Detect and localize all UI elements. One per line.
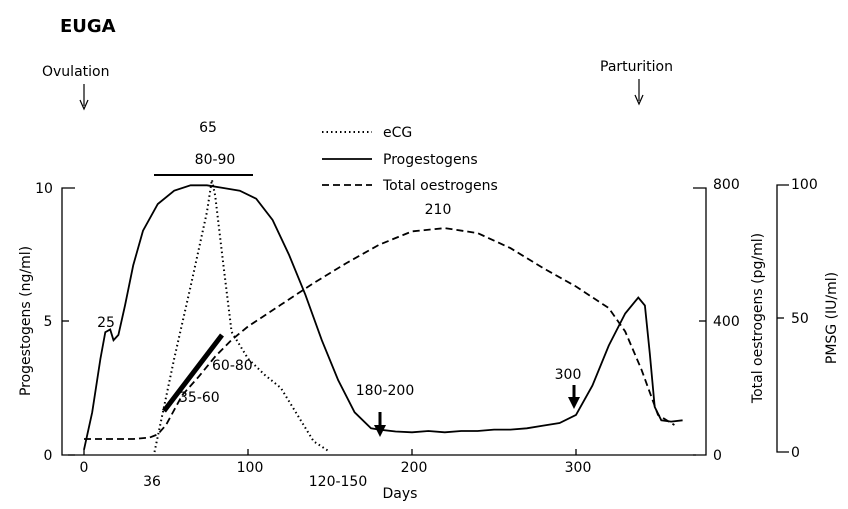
right1-tick-label-800: 800 <box>713 177 740 193</box>
x-tick-label-0: 0 <box>80 460 89 476</box>
annotation-210: 210 <box>425 202 452 218</box>
legend-label-oestrogens: Total oestrogens <box>382 178 498 194</box>
annotation-25: 25 <box>97 315 115 331</box>
annotation-60-80: 60-80 <box>212 358 253 374</box>
chart-title: EUGA <box>60 16 116 37</box>
annotation-parturition: Parturition <box>600 59 673 75</box>
x-tick-label-100: 100 <box>237 460 264 476</box>
annotation-35-60: 35-60 <box>179 390 220 406</box>
right1-y-axis-label: Total oestrogens (pg/ml) <box>750 233 766 404</box>
annotation-300: 300 <box>555 367 582 383</box>
x-axis-ticks <box>83 449 577 455</box>
highlight-segment <box>162 333 224 413</box>
x-axis-label: Days <box>383 486 418 502</box>
legend: eCG Progestogens Total oestrogens <box>322 125 498 194</box>
annotation-65: 65 <box>199 120 217 136</box>
legend-label-progestogens: Progestogens <box>383 152 478 168</box>
ovulation-arrow <box>79 84 89 111</box>
right2-tick-label-0: 0 <box>791 445 800 461</box>
annotation-ovulation: Ovulation <box>42 64 109 80</box>
left-tick-label-5: 5 <box>44 314 53 330</box>
annotation-180-200: 180-200 <box>356 383 415 399</box>
series-line-progestogens <box>83 184 683 450</box>
right2-tick-label-100: 100 <box>791 177 818 193</box>
legend-label-ecg: eCG <box>383 125 412 141</box>
annotation-120-150: 120-150 <box>309 474 368 490</box>
parturition-arrow <box>634 79 644 106</box>
annotation-80-90: 80-90 <box>195 152 236 168</box>
arrow-300 <box>568 385 580 409</box>
series-line-total-oestrogens <box>84 227 675 440</box>
left-y-axis-label: Progestogens (ng/ml) <box>18 246 34 396</box>
right2-tick-label-50: 50 <box>791 311 809 327</box>
right2-y-axis-label: PMSG (IU/ml) <box>824 272 840 364</box>
left-tick-label-0: 0 <box>44 448 53 464</box>
series-line-ecg <box>153 179 331 453</box>
right1-tick-label-400: 400 <box>713 314 740 330</box>
arrow-180-200 <box>374 412 386 437</box>
annotation-36: 36 <box>143 474 161 490</box>
x-tick-label-200: 200 <box>401 460 428 476</box>
right1-tick-label-0: 0 <box>713 448 722 464</box>
left-tick-label-10: 10 <box>35 181 53 197</box>
x-tick-label-300: 300 <box>565 460 592 476</box>
